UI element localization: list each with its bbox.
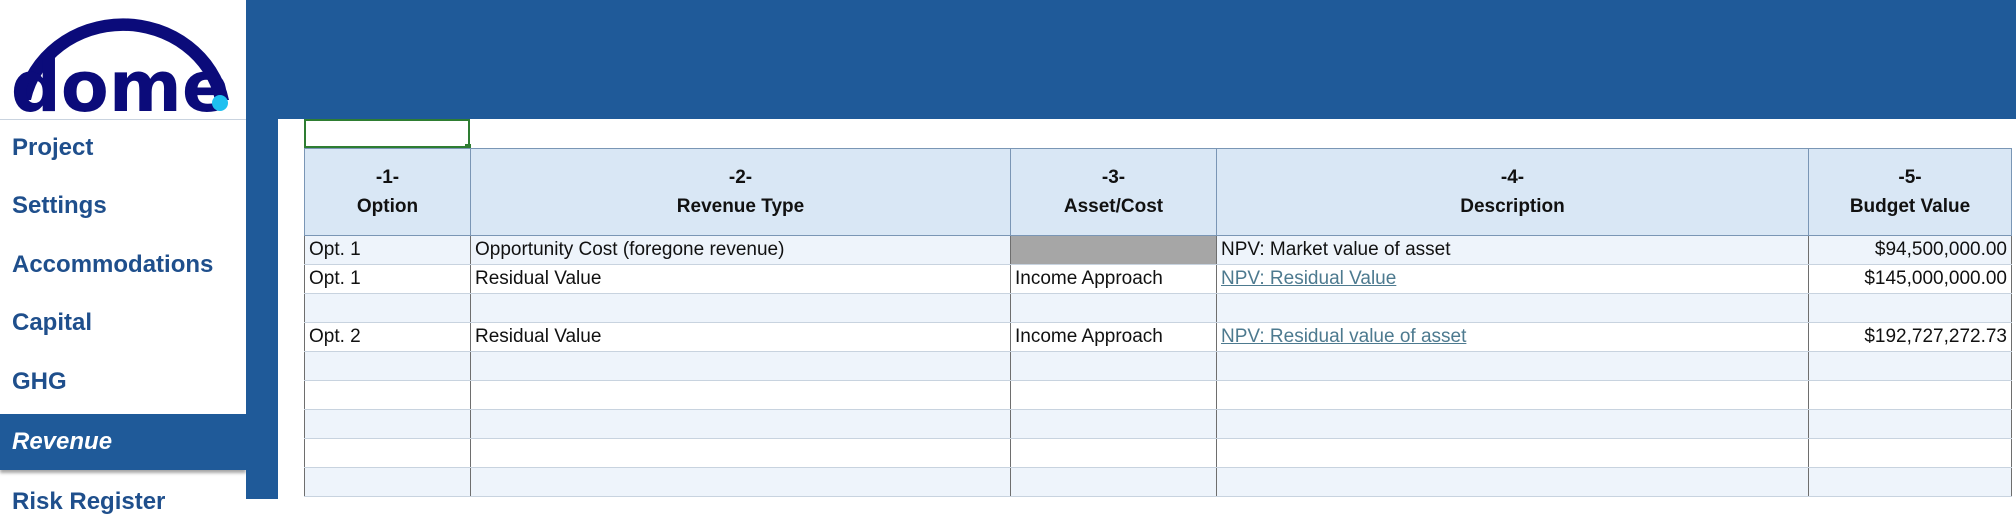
dome-logo: dome [0,0,246,128]
sidebar: dome Project Settings Accommodations Cap… [0,0,246,515]
cell-option[interactable]: Opt. 1 [304,235,471,265]
table-row: Opt. 1 Residual Value Income Approach NPV: … [304,264,2012,294]
table-row: Opt. 1 Opportunity Cost (foregone revenue… [304,235,2012,265]
cell-asset-cost[interactable] [1010,351,1217,381]
dome-logo-icon: dome [11,18,230,128]
cell-budget-value[interactable]: $145,000,000.00 [1808,264,2012,294]
cell-description[interactable] [1216,380,1809,410]
cell-revenue-type[interactable]: Residual Value [470,264,1011,294]
nav-item-ghg[interactable]: GHG [0,354,246,410]
header-description[interactable]: -4- Description [1216,148,1809,236]
cell-asset-cost[interactable] [1010,380,1217,410]
sidebar-edge-strip [246,0,278,499]
cell-budget-value[interactable] [1808,438,2012,468]
fill-handle[interactable] [465,144,471,150]
header-label: Budget Value [1849,196,1971,217]
table-row: Opt. 2 Residual Value Income Approach NPV: … [304,322,2012,352]
cell-revenue-type[interactable] [470,293,1011,323]
cell-description[interactable] [1216,409,1809,439]
cell-description[interactable] [1216,351,1809,381]
cell-revenue-type[interactable] [470,438,1011,468]
cell-asset-cost[interactable] [1010,235,1217,265]
nav-item-accommodations[interactable]: Accommodations [0,237,246,293]
revenue-table: -1- Option -2- Revenue Type -3- Asset/Co… [304,148,2012,497]
cell-description[interactable]: NPV: Residual Value [1216,264,1809,294]
nav-item-risk-register[interactable]: Risk Register [0,474,246,530]
cell-description[interactable] [1216,438,1809,468]
nav-item-label: Project [12,134,94,161]
cell-option[interactable] [304,409,471,439]
cell-budget-value[interactable]: $94,500,000.00 [1808,235,2012,265]
cell-budget-value[interactable] [1808,351,2012,381]
table-row [304,380,2012,410]
cell-asset-cost[interactable] [1010,438,1217,468]
header-label: Option [356,196,419,217]
cell-asset-cost[interactable] [1010,293,1217,323]
cell-asset-cost[interactable] [1010,409,1217,439]
header-label: Revenue Type [676,196,805,217]
cell-budget-value[interactable] [1808,293,2012,323]
cell-option[interactable] [304,438,471,468]
table-header-row: -1- Option -2- Revenue Type -3- Asset/Co… [304,148,2012,236]
header-budget-value[interactable]: -5- Budget Value [1808,148,2012,236]
nav-item-project[interactable]: Project [0,120,246,176]
selected-cell[interactable] [304,119,470,148]
cell-option[interactable] [304,467,471,497]
header-label: Asset/Cost [1063,196,1164,217]
cell-revenue-type[interactable] [470,467,1011,497]
cell-budget-value[interactable] [1808,380,2012,410]
description-link[interactable]: NPV: Residual value of asset [1221,326,1467,347]
header-number: -2- [728,167,753,188]
cell-asset-cost[interactable] [1010,467,1217,497]
logo-wordmark: dome [11,46,230,120]
nav-item-label: Revenue [12,428,113,455]
table-row [304,351,2012,381]
header-revenue-type[interactable]: -2- Revenue Type [470,148,1011,236]
nav-item-settings[interactable]: Settings [0,178,246,234]
cell-budget-value[interactable] [1808,409,2012,439]
cell-description[interactable] [1216,467,1809,497]
header-number: -3- [1101,167,1126,188]
header-option[interactable]: -1- Option [304,148,471,236]
description-link[interactable]: NPV: Residual Value [1221,268,1397,289]
cell-description[interactable]: NPV: Market value of asset [1216,235,1809,265]
cell-asset-cost[interactable]: Income Approach [1010,322,1217,352]
cell-option[interactable] [304,351,471,381]
nav-item-label: GHG [12,368,67,395]
header-number: -4- [1500,167,1525,188]
cell-description[interactable]: NPV: Residual value of asset [1216,322,1809,352]
cell-option[interactable]: Opt. 2 [304,322,471,352]
nav-item-label: Accommodations [12,251,214,278]
nav-item-label: Risk Register [12,488,166,515]
table-row [304,438,2012,468]
cell-asset-cost[interactable]: Income Approach [1010,264,1217,294]
table-row [304,409,2012,439]
cell-revenue-type[interactable] [470,351,1011,381]
cell-option[interactable]: Opt. 1 [304,264,471,294]
header-asset-cost[interactable]: -3- Asset/Cost [1010,148,1217,236]
nav-item-label: Settings [12,192,107,219]
nav-item-revenue[interactable]: Revenue [0,414,246,470]
cell-description[interactable] [1216,293,1809,323]
cell-revenue-type[interactable]: Opportunity Cost (foregone revenue) [470,235,1011,265]
table-row [304,293,2012,323]
header-number: -5- [1898,167,1922,188]
logo-divider [0,119,246,120]
header-number: -1- [375,167,400,188]
cell-revenue-type[interactable]: Residual Value [470,322,1011,352]
header-label: Description [1460,196,1565,217]
table-row [304,467,2012,497]
cell-budget-value[interactable] [1808,467,2012,497]
cell-option[interactable] [304,293,471,323]
cell-option[interactable] [304,380,471,410]
cell-revenue-type[interactable] [470,380,1011,410]
header-banner [278,0,2016,119]
nav-item-label: Capital [12,309,93,336]
nav-item-capital[interactable]: Capital [0,295,246,351]
cell-budget-value[interactable]: $192,727,272.73 [1808,322,2012,352]
cell-revenue-type[interactable] [470,409,1011,439]
spreadsheet-area: -1- Option -2- Revenue Type -3- Asset/Co… [278,119,2016,499]
